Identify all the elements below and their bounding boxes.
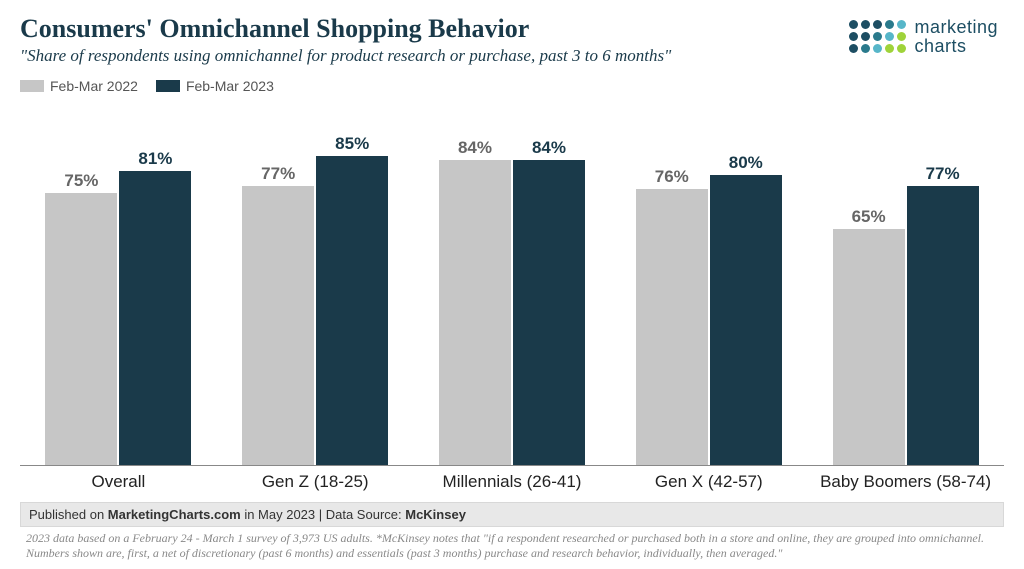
bar: 76% xyxy=(636,189,708,465)
bar: 85% xyxy=(316,156,388,465)
bar-group: 76%80%Gen X (42-57) xyxy=(610,102,807,492)
logo-dots-icon xyxy=(849,20,906,53)
publication-line: Published on MarketingCharts.com in May … xyxy=(20,502,1004,527)
bar-value-label: 65% xyxy=(833,207,905,227)
bar-group: 65%77%Baby Boomers (58-74) xyxy=(807,102,1004,492)
category-label: Baby Boomers (58-74) xyxy=(820,466,991,492)
brand-logo: marketing charts xyxy=(849,14,1004,56)
bar-value-label: 84% xyxy=(439,138,511,158)
legend-label: Feb-Mar 2022 xyxy=(50,78,138,94)
bar-value-label: 80% xyxy=(710,153,782,173)
bars-wrap: 77%85% xyxy=(217,102,414,466)
chart-groups: 75%81%Overall77%85%Gen Z (18-25)84%84%Mi… xyxy=(20,102,1004,492)
bar-value-label: 85% xyxy=(316,134,388,154)
legend-swatch xyxy=(156,80,180,92)
legend-item: Feb-Mar 2023 xyxy=(156,78,274,94)
bar-value-label: 76% xyxy=(636,167,708,187)
bars-wrap: 84%84% xyxy=(414,102,611,466)
bar: 65% xyxy=(833,229,905,465)
publine-mid: in May 2023 | Data Source: xyxy=(241,507,406,522)
legend-swatch xyxy=(20,80,44,92)
publine-site: MarketingCharts.com xyxy=(108,507,241,522)
category-label: Gen X (42-57) xyxy=(655,466,763,492)
logo-text-line2: charts xyxy=(914,37,998,56)
bar-group: 77%85%Gen Z (18-25) xyxy=(217,102,414,492)
category-label: Gen Z (18-25) xyxy=(262,466,369,492)
chart-subtitle: "Share of respondents using omnichannel … xyxy=(20,46,849,66)
chart-area: 75%81%Overall77%85%Gen Z (18-25)84%84%Mi… xyxy=(20,102,1004,492)
bar: 81% xyxy=(119,171,191,465)
logo-text-line1: marketing xyxy=(914,18,998,37)
legend-label: Feb-Mar 2023 xyxy=(186,78,274,94)
bar: 77% xyxy=(907,186,979,466)
bar: 80% xyxy=(710,175,782,465)
bar-group: 75%81%Overall xyxy=(20,102,217,492)
bar: 84% xyxy=(513,160,585,465)
bar: 77% xyxy=(242,186,314,466)
bars-wrap: 75%81% xyxy=(20,102,217,466)
legend-item: Feb-Mar 2022 xyxy=(20,78,138,94)
bar-value-label: 77% xyxy=(242,164,314,184)
bars-wrap: 76%80% xyxy=(610,102,807,466)
bar-value-label: 84% xyxy=(513,138,585,158)
footnote: 2023 data based on a February 24 - March… xyxy=(20,527,1004,569)
bars-wrap: 65%77% xyxy=(807,102,1004,466)
bar-value-label: 77% xyxy=(907,164,979,184)
publine-source: McKinsey xyxy=(405,507,466,522)
category-label: Overall xyxy=(91,466,145,492)
bar: 75% xyxy=(45,193,117,465)
bar-group: 84%84%Millennials (26-41) xyxy=(414,102,611,492)
legend: Feb-Mar 2022 Feb-Mar 2023 xyxy=(20,78,1004,94)
bar-value-label: 75% xyxy=(45,171,117,191)
bar: 84% xyxy=(439,160,511,465)
publine-prefix: Published on xyxy=(29,507,108,522)
chart-title: Consumers' Omnichannel Shopping Behavior xyxy=(20,14,849,44)
category-label: Millennials (26-41) xyxy=(443,466,582,492)
bar-value-label: 81% xyxy=(119,149,191,169)
